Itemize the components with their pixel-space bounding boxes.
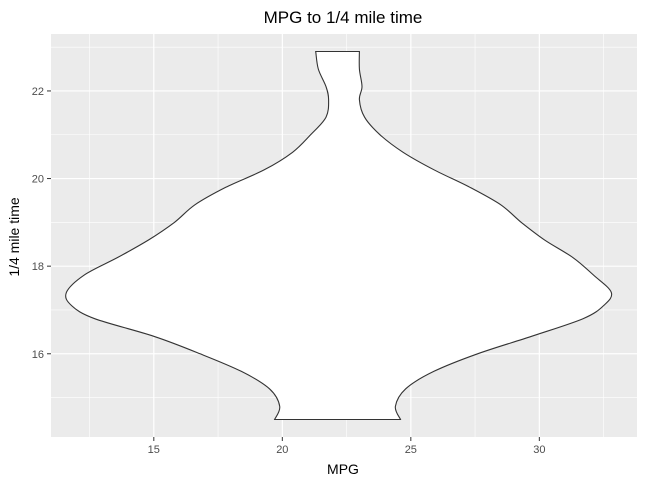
x-axis-ticks: 15 20 25 30 — [148, 437, 545, 456]
x-tick-label: 20 — [276, 444, 288, 456]
y-axis-ticks: 16 18 20 22 — [32, 86, 51, 361]
y-tick-label: 22 — [32, 86, 44, 98]
y-tick-label: 16 — [32, 349, 44, 361]
x-tick-label: 25 — [405, 444, 417, 456]
y-tick-label: 18 — [32, 261, 44, 273]
x-tick-label: 15 — [148, 444, 160, 456]
chart-title: MPG to 1/4 mile time — [264, 8, 423, 27]
violin-shape — [65, 50, 613, 421]
x-tick-label: 30 — [533, 444, 545, 456]
y-axis-label: 1/4 mile time — [6, 197, 22, 277]
x-axis-label: MPG — [327, 461, 359, 477]
y-tick-label: 20 — [32, 174, 44, 186]
